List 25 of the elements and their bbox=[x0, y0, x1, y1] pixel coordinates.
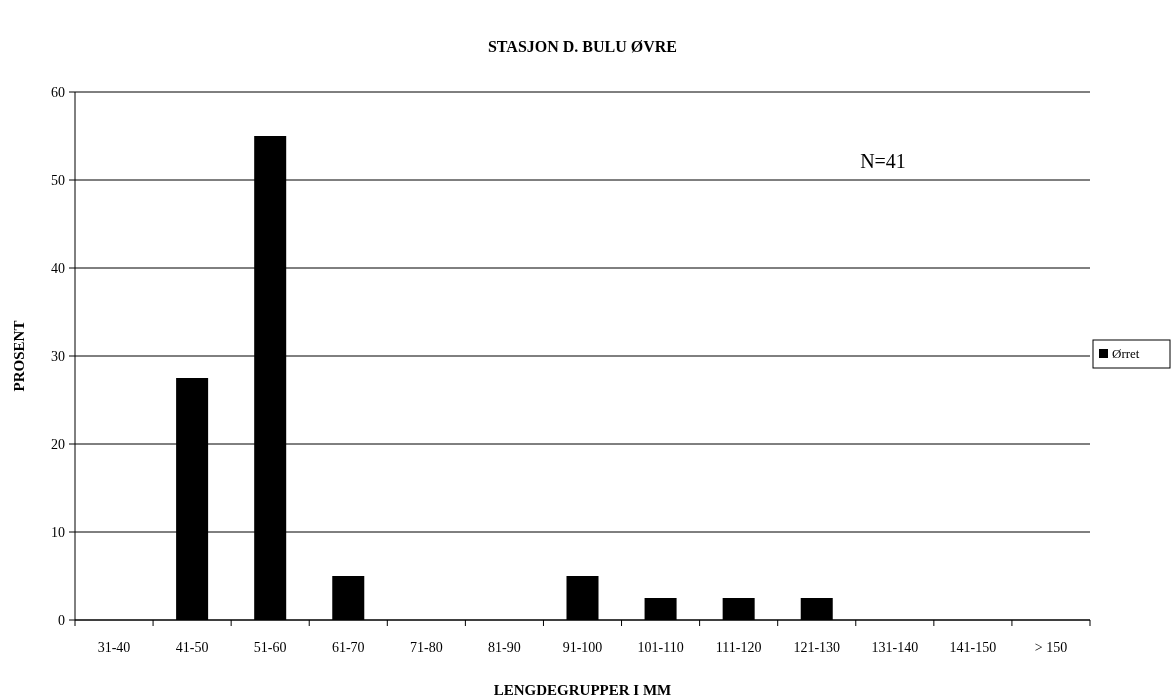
x-tick-label: 31-40 bbox=[97, 640, 131, 655]
x-tick-label: 91-100 bbox=[562, 640, 603, 655]
x-tick-label: > 150 bbox=[1034, 640, 1068, 655]
x-tick-label: 131-140 bbox=[871, 640, 919, 655]
y-tick-label: 60 bbox=[51, 85, 65, 100]
x-tick-label: 121-130 bbox=[793, 640, 841, 655]
x-tick-label: 101-110 bbox=[637, 640, 684, 655]
y-tick-label: 20 bbox=[51, 437, 65, 452]
x-tick-label: 51-60 bbox=[253, 640, 287, 655]
x-tick-label: 81-90 bbox=[488, 640, 521, 655]
chart-title: STASJON D. BULU ØVRE bbox=[487, 38, 678, 55]
x-tick-label: 41-50 bbox=[175, 640, 209, 655]
x-tick-label: 111-120 bbox=[715, 640, 762, 655]
y-tick-label: 40 bbox=[51, 261, 65, 276]
y-tick-label: 0 bbox=[58, 613, 65, 628]
x-tick-label: 71-80 bbox=[410, 640, 443, 655]
x-axis-title: LENGDEGRUPPER I MM bbox=[493, 682, 672, 697]
y-tick-label: 50 bbox=[51, 173, 65, 188]
x-tick-label: 61-70 bbox=[331, 640, 365, 655]
y-tick-label: 30 bbox=[51, 349, 65, 364]
legend-label: Ørret bbox=[1112, 346, 1140, 361]
x-tick-label: 141-150 bbox=[949, 640, 997, 655]
y-axis-title: PROSENT bbox=[11, 320, 27, 392]
y-tick-label: 10 bbox=[51, 525, 65, 540]
annotation: N=41 bbox=[860, 150, 906, 172]
